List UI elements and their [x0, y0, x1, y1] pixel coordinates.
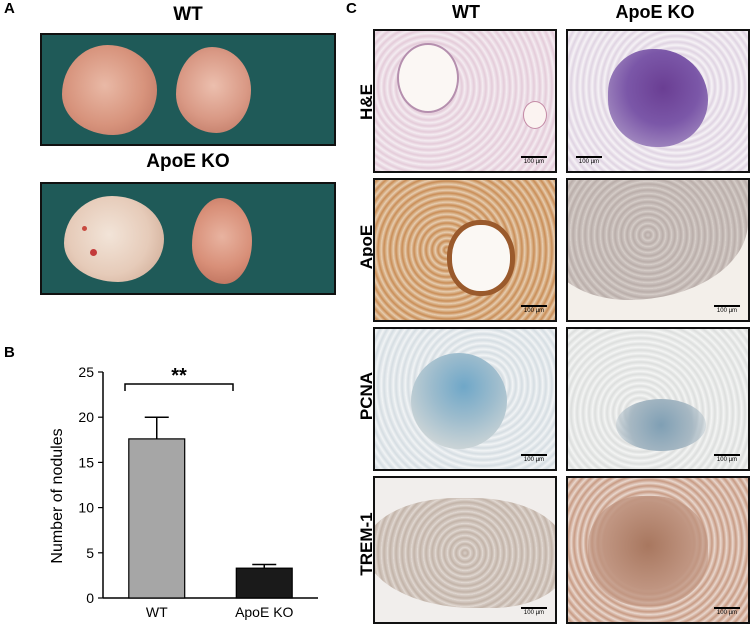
x-tick-labels: WT ApoE KO	[146, 604, 294, 620]
x-tick-label: ApoE KO	[235, 604, 293, 620]
y-tick-label: 25	[78, 364, 94, 380]
histology-he-wt: 100 µm	[373, 29, 557, 173]
panel-c-ko-title: ApoE KO	[615, 2, 695, 22]
panel-c-letter: C	[346, 0, 357, 17]
scale-bar: 100 µm	[576, 156, 602, 165]
y-tick-label: 5	[86, 545, 94, 561]
wt-lung-left	[62, 45, 157, 135]
y-tick-label: 15	[78, 454, 94, 470]
ko-lung-left	[64, 196, 164, 282]
bar-wt	[128, 438, 186, 599]
nodules-bar-chart: 0 5 10 15 20 25 WT ApoE KO Number of nodules *…	[49, 364, 318, 620]
y-axis-label: Number of nodules	[49, 428, 66, 563]
scale-bar: 100 µm	[521, 305, 547, 314]
scale-bar: 100 µm	[521, 454, 547, 463]
ko-lungs-photo	[40, 182, 336, 295]
significance-bracket: **	[124, 365, 234, 391]
scale-bar: 100 µm	[714, 454, 740, 463]
scale-bar: 100 µm	[521, 607, 547, 616]
chart-bars	[128, 416, 293, 599]
panel-b-letter: B	[4, 344, 15, 361]
y-tick-label: 20	[78, 409, 94, 425]
histology-he-ko: 100 µm	[566, 29, 750, 173]
y-tick-label: 0	[86, 590, 94, 606]
scale-bar: 100 µm	[521, 156, 547, 165]
scale-bar: 100 µm	[714, 305, 740, 314]
histology-trem1-wt: 100 µm	[373, 476, 557, 624]
y-tick-label: 10	[78, 500, 94, 516]
wt-lungs-photo	[40, 33, 336, 146]
scale-bar: 100 µm	[714, 607, 740, 616]
panel-c-wt-title: WT	[452, 2, 480, 22]
panel-a-letter: A	[4, 0, 15, 17]
panel-a-wt-title: WT	[173, 4, 203, 25]
wt-lung-right	[176, 47, 251, 133]
bar-apoe-ko	[235, 567, 293, 599]
significance-marker: **	[171, 365, 187, 387]
histology-apoe-wt: 100 µm	[373, 178, 557, 322]
x-tick-label: WT	[146, 604, 168, 620]
histology-pcna-wt: 100 µm	[373, 327, 557, 471]
panel-a-ko-title: ApoE KO	[146, 151, 230, 172]
y-ticks: 0 5 10 15 20 25	[78, 364, 103, 606]
ko-lung-right	[192, 198, 252, 284]
histology-trem1-ko: 100 µm	[566, 476, 750, 624]
histology-pcna-ko: 100 µm	[566, 327, 750, 471]
histology-apoe-ko: 100 µm	[566, 178, 750, 322]
